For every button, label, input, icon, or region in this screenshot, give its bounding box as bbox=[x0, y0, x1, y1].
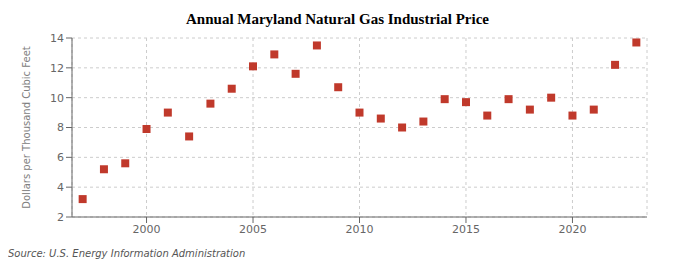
svg-text:2000: 2000 bbox=[133, 223, 161, 236]
svg-text:8: 8 bbox=[57, 121, 64, 134]
svg-text:2: 2 bbox=[57, 211, 64, 224]
html-text:Source: U.S. Energy Informatio: Source: U.S. Energy Information Administ… bbox=[8, 248, 246, 259]
svg-text:4: 4 bbox=[57, 181, 64, 194]
svg-text:2005: 2005 bbox=[239, 223, 267, 236]
svg-text:10: 10 bbox=[50, 92, 64, 105]
svg-text:Dollars per Thousand Cubic Fee: Dollars per Thousand Cubic Feet bbox=[21, 46, 32, 209]
svg-text:14: 14 bbox=[50, 32, 64, 45]
html-text:Annual Maryland Natural Gas In: Annual Maryland Natural Gas Industrial P… bbox=[186, 11, 489, 27]
svg-text:12: 12 bbox=[50, 62, 64, 75]
svg-text:6: 6 bbox=[57, 151, 64, 164]
svg-text:2015: 2015 bbox=[452, 223, 480, 236]
svg-text:2010: 2010 bbox=[346, 223, 374, 236]
svg-text:2020: 2020 bbox=[558, 223, 586, 236]
